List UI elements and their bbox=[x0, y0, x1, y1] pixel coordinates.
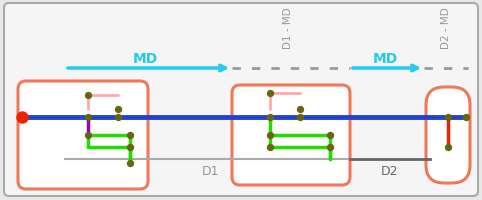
FancyBboxPatch shape bbox=[4, 4, 478, 196]
Point bbox=[462, 116, 470, 119]
Text: D2: D2 bbox=[381, 165, 399, 178]
Point bbox=[84, 94, 92, 97]
Point bbox=[126, 146, 134, 149]
Point bbox=[114, 108, 122, 111]
FancyBboxPatch shape bbox=[18, 82, 148, 189]
FancyBboxPatch shape bbox=[232, 86, 350, 185]
Point bbox=[296, 108, 304, 111]
Point bbox=[126, 162, 134, 165]
Text: D2 - MD: D2 - MD bbox=[441, 7, 451, 49]
Point bbox=[84, 116, 92, 119]
Point bbox=[84, 134, 92, 137]
Point bbox=[266, 116, 274, 119]
Text: D1: D1 bbox=[201, 165, 219, 178]
Point bbox=[266, 146, 274, 149]
Point bbox=[326, 146, 334, 149]
Point bbox=[326, 134, 334, 137]
FancyBboxPatch shape bbox=[426, 88, 470, 183]
Point bbox=[18, 116, 26, 119]
Point bbox=[114, 116, 122, 119]
Point bbox=[266, 92, 274, 95]
Point bbox=[444, 146, 452, 149]
Point bbox=[126, 134, 134, 137]
Text: MD: MD bbox=[133, 52, 158, 66]
Point bbox=[296, 116, 304, 119]
Text: MD: MD bbox=[373, 52, 398, 66]
Point bbox=[266, 134, 274, 137]
Point bbox=[444, 116, 452, 119]
Text: D1 - MD: D1 - MD bbox=[283, 7, 293, 49]
